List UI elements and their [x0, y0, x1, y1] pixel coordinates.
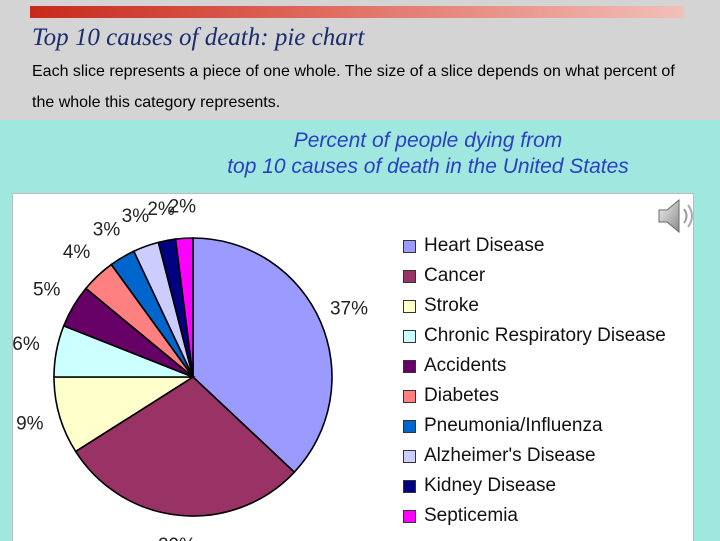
- slide-header: Top 10 causes of death: pie chart Each s…: [0, 0, 720, 120]
- slide-title: Top 10 causes of death: pie chart: [32, 24, 365, 51]
- legend-item: Diabetes: [403, 381, 666, 411]
- legend-item: Septicemia: [403, 501, 666, 531]
- slide-description: Each slice represents a piece of one who…: [32, 63, 675, 111]
- legend-swatch: [403, 239, 416, 253]
- slice-percent-label: 37%: [330, 299, 368, 320]
- legend-label: Cancer: [424, 265, 486, 286]
- slice-percent-label: 2%: [147, 199, 175, 220]
- pie-slice: [192, 237, 333, 474]
- chart-title: Percent of people dying from top 10 caus…: [0, 128, 720, 180]
- legend-label: Alzheimer's Disease: [424, 445, 596, 466]
- pie-slice: [74, 375, 296, 517]
- legend-swatch: [403, 329, 416, 343]
- slice-percent-label: 29%: [158, 535, 196, 541]
- slice-percent-label: 3%: [122, 206, 150, 227]
- slice-percent-label: 6%: [13, 334, 40, 355]
- chart-title-line-2: top 10 causes of death in the United Sta…: [227, 155, 629, 178]
- legend-swatch: [403, 299, 416, 313]
- legend-swatch: [403, 449, 416, 463]
- accent-bar: [30, 6, 684, 18]
- legend-swatch: [403, 509, 416, 523]
- slice-percent-label: 9%: [16, 413, 44, 434]
- legend-swatch: [403, 269, 416, 283]
- legend-label: Septicemia: [424, 505, 518, 526]
- legend-label: Diabetes: [424, 385, 499, 406]
- pie-slice: [174, 237, 194, 378]
- slice-percent-label: 3%: [93, 220, 121, 241]
- legend-item: Kidney Disease: [403, 471, 666, 501]
- legend-label: Chronic Respiratory Disease: [424, 325, 666, 346]
- legend-label: Accidents: [424, 355, 507, 376]
- legend-swatch: [403, 479, 416, 493]
- chart-title-line-1: Percent of people dying from: [293, 129, 563, 152]
- legend-swatch: [403, 389, 416, 403]
- legend-item: Stroke: [403, 291, 666, 321]
- legend-swatch: [403, 359, 416, 373]
- legend-swatch: [403, 419, 416, 433]
- pie-chart: 37%29%9%6%5%4%3%3%2%2%: [13, 196, 368, 541]
- slice-percent-label: 2%: [169, 196, 197, 217]
- legend-label: Kidney Disease: [424, 475, 557, 496]
- legend-item: Accidents: [403, 351, 666, 381]
- slice-percent-label: 4%: [63, 242, 91, 263]
- legend-label: Stroke: [424, 295, 479, 316]
- slice-percent-label: 5%: [33, 280, 61, 301]
- legend-item: Cancer: [403, 261, 666, 291]
- chart-panel: 37%29%9%6%5%4%3%3%2%2% Heart DiseaseCanc…: [12, 193, 694, 541]
- pie-slice: [53, 376, 196, 453]
- legend-item: Alzheimer's Disease: [403, 441, 666, 471]
- legend-label: Heart Disease: [424, 235, 545, 256]
- legend-item: Chronic Respiratory Disease: [403, 321, 666, 351]
- legend-label: Pneumonia/Influenza: [424, 415, 603, 436]
- legend-item: Pneumonia/Influenza: [403, 411, 666, 441]
- chart-legend: Heart Disease Cancer Stroke Chronic Respira…: [403, 231, 666, 531]
- speaker-icon[interactable]: [655, 195, 701, 237]
- legend-item: Heart Disease: [403, 231, 666, 261]
